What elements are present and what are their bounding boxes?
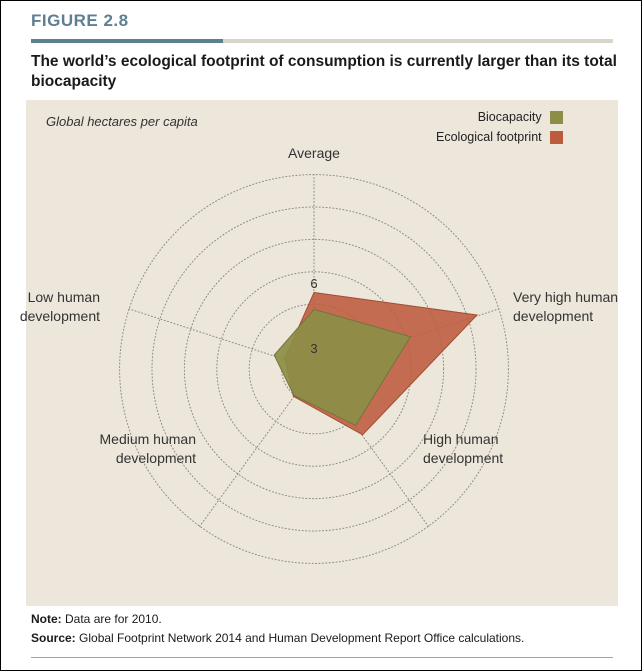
svg-text:6: 6 (310, 276, 317, 291)
svg-text:3: 3 (310, 341, 317, 356)
